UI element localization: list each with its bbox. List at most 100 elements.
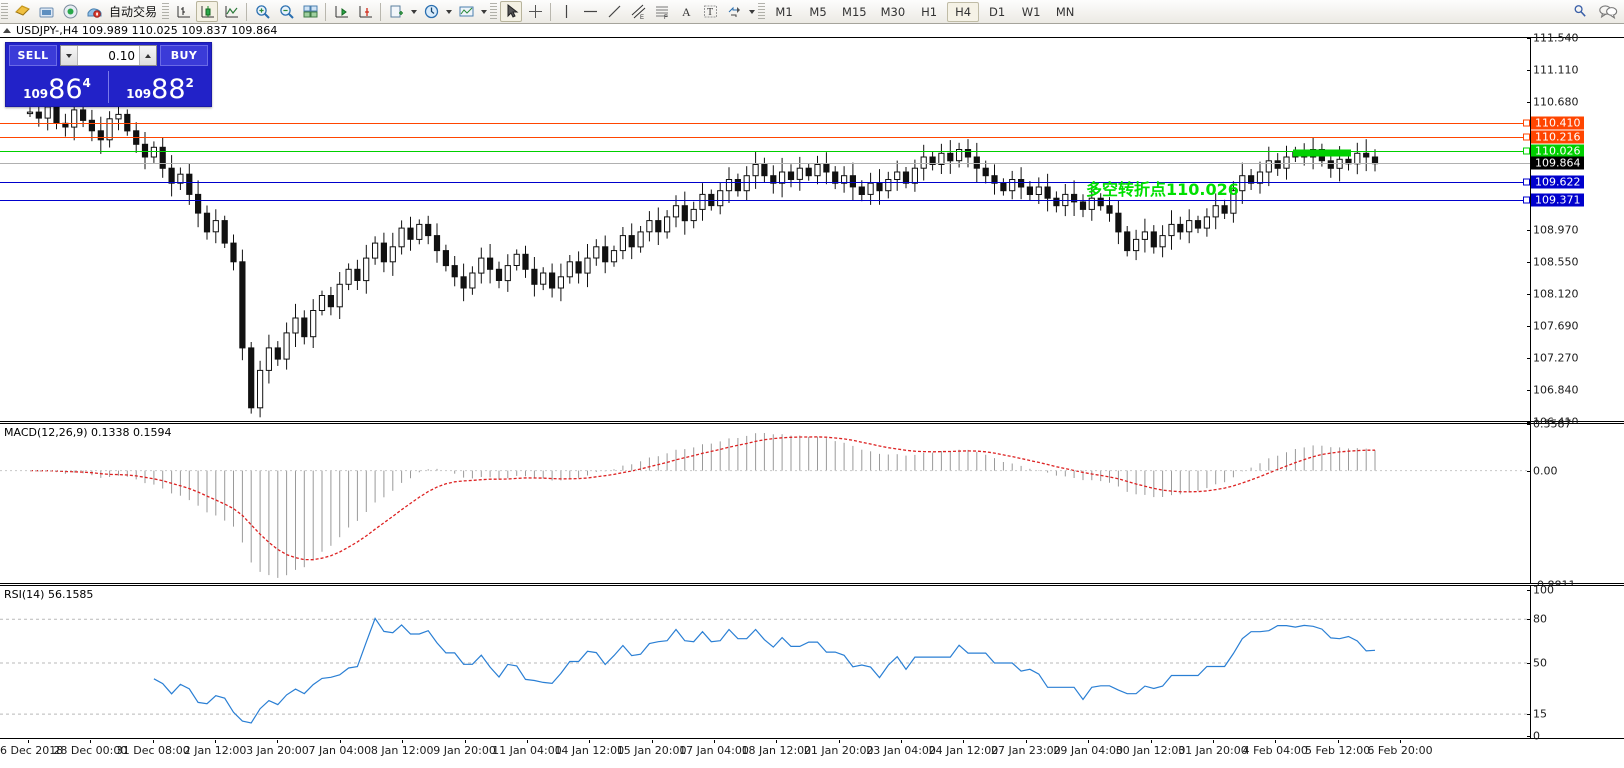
toolbar-grip-2[interactable] <box>162 2 170 21</box>
price-plot-area[interactable] <box>0 38 1530 421</box>
one-click-controls: SELL 0.10 BUY <box>6 43 211 68</box>
open-data-folder-icon[interactable] <box>35 1 57 22</box>
indicators-icon[interactable] <box>385 1 407 22</box>
price-level-line[interactable] <box>0 163 1530 165</box>
collapse-triangle-icon[interactable] <box>3 28 11 33</box>
price-pane[interactable]: 111.540 111.110 110.680 108.970 108.550 108.1… <box>0 32 1624 429</box>
zoom-out-icon[interactable] <box>275 1 297 22</box>
time-axis-tick <box>1150 740 1152 743</box>
time-axis-label: 11 Jan 04:00 <box>492 744 562 757</box>
chat-icon[interactable] <box>1598 3 1618 22</box>
toolbar-grip[interactable] <box>1 2 8 21</box>
chart-shift-icon[interactable] <box>354 1 376 22</box>
equidistant-channel-icon[interactable]: E <box>627 1 649 22</box>
time-axis-label: 14 Jan 12:00 <box>554 744 625 757</box>
time-axis-tick <box>1400 740 1401 743</box>
vertical-line-icon[interactable] <box>555 1 577 22</box>
timeframe-button-m15[interactable]: M15 <box>842 4 867 19</box>
time-axis-tick <box>776 740 778 743</box>
navigator-icon[interactable] <box>59 1 81 22</box>
horizontal-line-icon[interactable] <box>579 1 601 22</box>
rsi-tick-mark <box>1527 714 1531 716</box>
one-click-trading-panel[interactable]: SELL 0.10 BUY 109 86 4 109 88 2 <box>5 42 212 107</box>
fibonacci-icon[interactable]: F <box>651 1 673 22</box>
price-level-line[interactable] <box>0 151 1530 153</box>
macd-tick-mark <box>1527 424 1531 425</box>
volume-stepper[interactable]: 0.10 <box>60 45 157 66</box>
text-label-icon[interactable]: A <box>675 1 697 22</box>
time-axis-tick <box>152 740 154 743</box>
terminal-icon[interactable] <box>83 1 105 22</box>
price-level-line[interactable] <box>0 200 1530 202</box>
macd-plot-area[interactable] <box>0 424 1530 583</box>
price-level-handle[interactable] <box>1523 133 1530 141</box>
one-click-quotes: 109 86 4 109 88 2 <box>6 68 211 106</box>
period-dropdown-arrow[interactable] <box>443 1 454 22</box>
price-level-line[interactable] <box>0 137 1530 139</box>
price-level-handle[interactable] <box>1523 119 1530 127</box>
new-order-icon[interactable] <box>11 1 33 22</box>
time-axis-tick <box>277 740 279 743</box>
timeframe-button-mn[interactable]: MN <box>1055 4 1075 19</box>
volume-decrease-button[interactable] <box>61 46 78 65</box>
rsi-pane[interactable]: RSI(14) 56.1585 100 80 50 15 0 <box>0 584 1624 743</box>
period-clock-icon[interactable] <box>420 1 442 22</box>
arrows-icon[interactable] <box>723 1 745 22</box>
price-scale-axis <box>1530 38 1531 421</box>
line-chart-icon[interactable] <box>220 1 242 22</box>
sell-button[interactable]: SELL <box>9 45 57 66</box>
time-axis-label: 23 Jan 04:00 <box>866 744 936 757</box>
arrows-dropdown-arrow[interactable] <box>746 1 757 22</box>
price-level-tag[interactable]: 110.410 <box>1531 116 1584 130</box>
price-level-handle[interactable] <box>1523 147 1530 155</box>
timeframe-button-h4[interactable]: H4 <box>947 1 980 22</box>
templates-icon[interactable] <box>455 1 477 22</box>
time-axis-label: 4 Feb 04:00 <box>1242 744 1308 757</box>
auto-trading-label[interactable]: 自动交易 <box>109 5 158 19</box>
price-level-tag[interactable]: 109.622 <box>1531 175 1584 189</box>
search-icon[interactable] <box>1572 3 1588 22</box>
price-level-tag[interactable]: 110.216 <box>1531 130 1584 144</box>
macd-pane[interactable]: MACD(12,26,9) 0.1338 0.1594 0.35870.00-0… <box>0 418 1624 592</box>
text-box-icon[interactable]: T <box>699 1 721 22</box>
rsi-plot-area[interactable] <box>0 586 1530 738</box>
timeframe-button-m30[interactable]: M30 <box>880 4 906 19</box>
sell-price[interactable]: 109 86 4 <box>6 68 108 106</box>
price-level-tag[interactable]: 109.371 <box>1531 193 1584 207</box>
auto-scroll-icon[interactable] <box>330 1 352 22</box>
bar-chart-icon[interactable] <box>172 1 194 22</box>
macd-tick-label: 0.00 <box>1533 464 1558 478</box>
price-level-tag[interactable]: 109.864 <box>1531 156 1584 170</box>
toolbar-grip-4[interactable] <box>758 2 766 21</box>
candlestick-chart-icon[interactable] <box>196 1 219 22</box>
time-axis-label: 8 Jan 12:00 <box>370 744 434 757</box>
timeframe-button-h1[interactable]: H1 <box>921 4 938 19</box>
trendline-icon[interactable] <box>603 1 625 22</box>
chart-annotation-text[interactable]: 多空转折点110.026 <box>1086 180 1239 199</box>
svg-text:E: E <box>640 15 644 20</box>
price-level-line[interactable] <box>0 181 1530 183</box>
price-level-tag[interactable]: 110.026 <box>1531 144 1584 158</box>
timeframe-button-m1[interactable]: M1 <box>775 4 793 19</box>
volume-increase-button[interactable] <box>139 46 156 65</box>
price-level-line[interactable] <box>0 122 1530 124</box>
timeframe-button-m5[interactable]: M5 <box>809 4 827 19</box>
price-level-handle[interactable] <box>1523 196 1530 204</box>
time-axis-tick <box>215 740 217 743</box>
indicators-dropdown-arrow[interactable] <box>408 1 419 22</box>
price-tick-mark <box>1527 230 1531 232</box>
timeframe-button-d1[interactable]: D1 <box>989 4 1006 19</box>
zoom-in-icon[interactable] <box>251 1 273 22</box>
price-level-handle[interactable] <box>1523 178 1530 186</box>
tile-windows-icon[interactable] <box>299 1 321 22</box>
volume-input[interactable]: 0.10 <box>78 46 139 65</box>
buy-price[interactable]: 109 88 2 <box>109 68 211 106</box>
toolbar-grip-3[interactable] <box>490 2 498 21</box>
cursor-icon[interactable] <box>500 1 523 22</box>
price-tick-mark <box>1527 261 1531 263</box>
buy-button[interactable]: BUY <box>160 45 208 66</box>
templates-dropdown-arrow[interactable] <box>478 1 489 22</box>
macd-scale-axis <box>1530 424 1531 583</box>
crosshair-icon[interactable] <box>524 1 546 22</box>
timeframe-button-w1[interactable]: W1 <box>1021 4 1041 19</box>
